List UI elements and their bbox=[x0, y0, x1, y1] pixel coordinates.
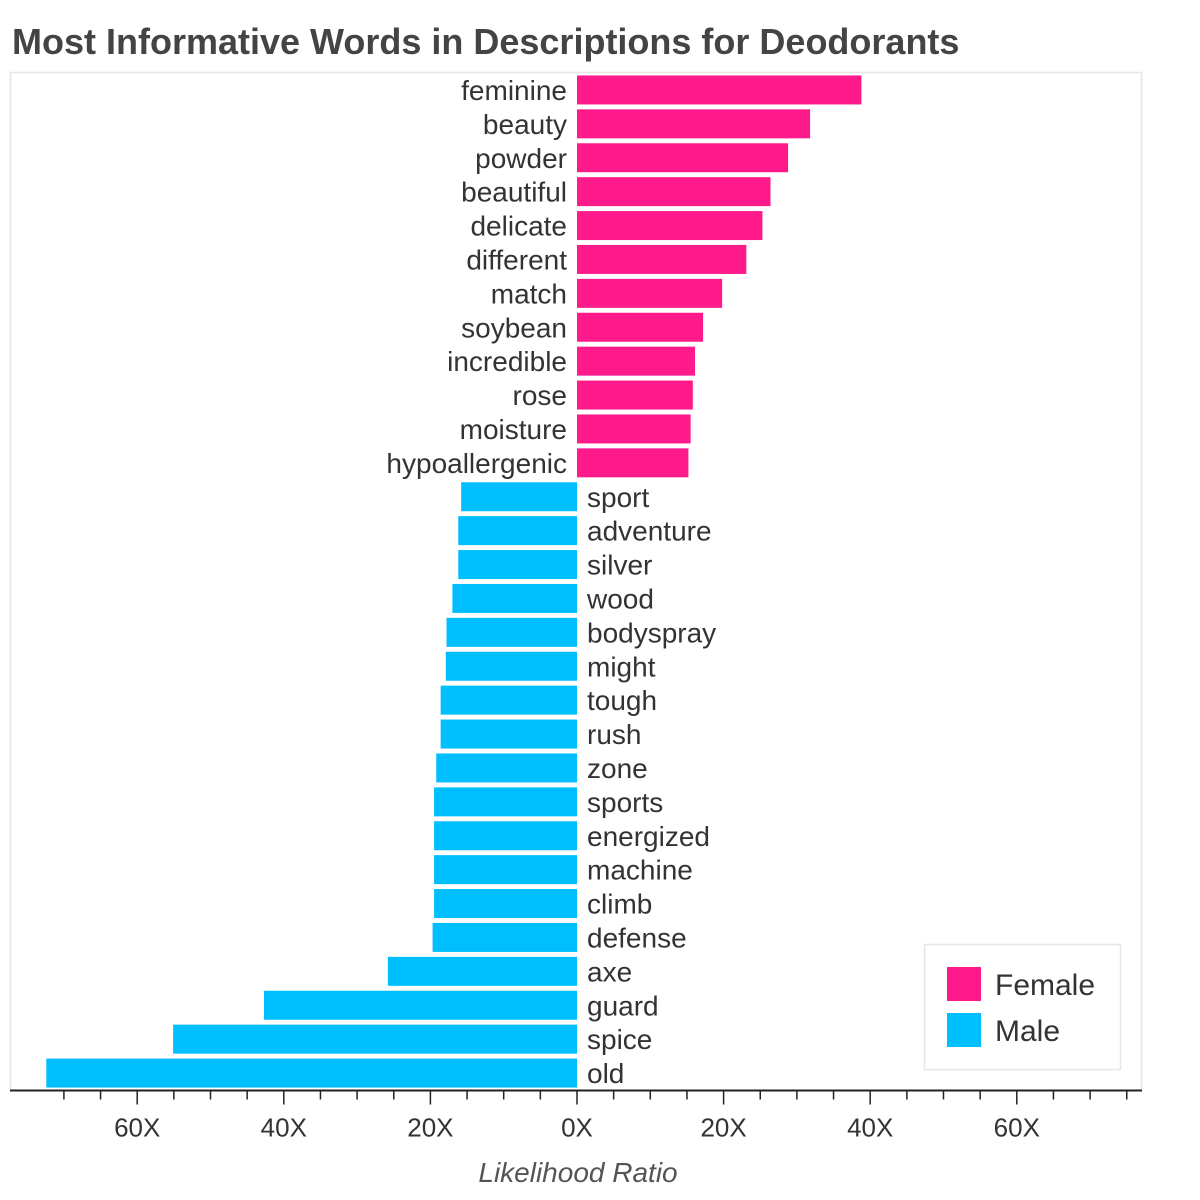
word-label-sport: sport bbox=[587, 482, 649, 513]
word-label-spice: spice bbox=[587, 1024, 652, 1055]
x-axis: 60X 40X 20X 0X 20X 40X 60X bbox=[10, 1089, 1142, 1143]
word-label-silver: silver bbox=[587, 550, 652, 581]
legend-label-male: Male bbox=[995, 1015, 1060, 1048]
word-label-tough: tough bbox=[587, 685, 657, 716]
legend: Female Male bbox=[923, 943, 1122, 1071]
word-label-rush: rush bbox=[587, 719, 641, 750]
word-label-hypoallergenic: hypoallergenic bbox=[386, 448, 567, 479]
bar-male-axe bbox=[387, 956, 577, 986]
word-label-delicate: delicate bbox=[470, 211, 567, 242]
bar-female-beautiful bbox=[577, 177, 771, 207]
x-tick-label: 60X bbox=[114, 1113, 160, 1143]
legend-swatch-female bbox=[947, 967, 981, 1001]
bar-male-climb bbox=[434, 889, 577, 919]
word-label-climb: climb bbox=[587, 889, 652, 920]
word-label-beautiful: beautiful bbox=[461, 177, 567, 208]
bar-female-feminine bbox=[577, 75, 862, 105]
x-tick-label: 0X bbox=[561, 1113, 593, 1143]
word-label-beauty: beauty bbox=[483, 109, 567, 140]
x-axis-title: Likelihood Ratio bbox=[478, 1157, 677, 1188]
bar-female-rose bbox=[577, 380, 693, 410]
word-label-feminine: feminine bbox=[461, 75, 567, 106]
bar-male-energized bbox=[434, 821, 577, 851]
word-label-moisture: moisture bbox=[460, 414, 567, 445]
bar-male-sports bbox=[434, 787, 577, 817]
bar-male-wood bbox=[452, 583, 577, 613]
word-label-bodyspray: bodyspray bbox=[587, 617, 716, 648]
chart-title: Most Informative Words in Descriptions f… bbox=[12, 21, 959, 62]
word-label-sports: sports bbox=[587, 787, 663, 818]
bars-layer bbox=[46, 75, 862, 1088]
word-label-guard: guard bbox=[587, 990, 659, 1021]
bar-male-machine bbox=[434, 855, 577, 885]
bar-female-powder bbox=[577, 143, 789, 173]
word-label-defense: defense bbox=[587, 922, 687, 953]
bar-female-incredible bbox=[577, 346, 696, 376]
bar-male-zone bbox=[436, 753, 577, 783]
word-label-wood: wood bbox=[586, 583, 654, 614]
bar-female-moisture bbox=[577, 414, 691, 444]
bar-male-bodyspray bbox=[446, 617, 577, 647]
legend-box bbox=[923, 943, 1122, 1071]
bar-male-old bbox=[46, 1058, 578, 1088]
bar-male-rush bbox=[440, 719, 577, 749]
x-tick-label: 40X bbox=[847, 1113, 893, 1143]
bar-male-adventure bbox=[458, 516, 577, 546]
word-label-different: different bbox=[466, 244, 567, 275]
word-labels-layer: femininebeautypowderbeautifuldelicatedif… bbox=[386, 75, 716, 1089]
bar-male-spice bbox=[173, 1024, 577, 1054]
bar-female-beauty bbox=[577, 109, 811, 139]
word-label-old: old bbox=[587, 1058, 624, 1089]
legend-label-female: Female bbox=[995, 969, 1095, 1002]
bar-female-delicate bbox=[577, 211, 763, 241]
x-tick-label: 60X bbox=[994, 1113, 1040, 1143]
bar-female-different bbox=[577, 244, 747, 274]
word-label-axe: axe bbox=[587, 956, 632, 987]
word-label-soybean: soybean bbox=[461, 312, 567, 343]
bar-male-tough bbox=[440, 685, 577, 715]
word-label-energized: energized bbox=[587, 821, 710, 852]
bar-female-match bbox=[577, 278, 723, 308]
word-label-match: match bbox=[491, 278, 567, 309]
word-label-machine: machine bbox=[587, 855, 693, 886]
word-label-might: might bbox=[587, 651, 656, 682]
bar-female-hypoallergenic bbox=[577, 448, 689, 478]
word-label-zone: zone bbox=[587, 753, 648, 784]
x-tick-label: 40X bbox=[261, 1113, 307, 1143]
bar-male-silver bbox=[458, 550, 577, 580]
bar-female-soybean bbox=[577, 312, 704, 342]
x-tick-label: 20X bbox=[700, 1113, 746, 1143]
word-label-powder: powder bbox=[475, 143, 567, 174]
x-tick-label: 20X bbox=[407, 1113, 453, 1143]
word-label-adventure: adventure bbox=[587, 516, 712, 547]
word-label-rose: rose bbox=[513, 380, 567, 411]
word-label-incredible: incredible bbox=[447, 346, 567, 377]
legend-swatch-male bbox=[947, 1013, 981, 1047]
bar-male-guard bbox=[264, 990, 577, 1020]
bar-male-might bbox=[445, 651, 577, 681]
bar-male-sport bbox=[461, 482, 577, 512]
bar-male-defense bbox=[432, 922, 577, 952]
